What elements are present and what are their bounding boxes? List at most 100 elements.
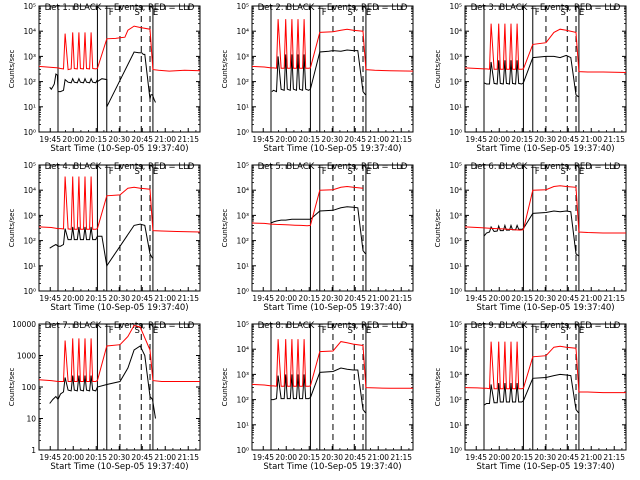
y-tick-label: 100: [22, 383, 37, 392]
x-tick-label: 20:00: [62, 294, 84, 303]
x-tick-label: 21:15: [390, 453, 412, 462]
series-line-lld: [252, 19, 413, 72]
y-axis-label: Counts/sec: [221, 368, 229, 407]
y-tick-label: 10⁰: [23, 287, 36, 296]
x-tick-label: 19:45: [39, 135, 61, 144]
x-tick-label: 20:00: [275, 294, 297, 303]
marker-label: S: [561, 326, 566, 336]
x-tick-label: 20:15: [298, 294, 320, 303]
series-line-lld: [39, 176, 200, 233]
x-tick-label: 20:00: [62, 135, 84, 144]
series-line-lld: [465, 341, 626, 394]
y-axis-label: Counts/sec: [8, 50, 16, 89]
y-tick-label: 10⁰: [236, 446, 249, 455]
x-tick-label: 20:45: [557, 453, 579, 462]
y-tick-label: 10¹: [236, 103, 249, 112]
x-tick-label: 20:00: [488, 294, 510, 303]
detector-panel-7: Det 7: BLACK = Events, RED = LLD11010010…: [8, 320, 201, 472]
y-tick-label: 10⁵: [449, 2, 462, 11]
y-tick-label: 10¹: [236, 421, 249, 430]
series-line-lld: [465, 185, 626, 234]
series-line-lld: [252, 339, 413, 389]
y-tick-label: 10⁰: [449, 446, 462, 455]
series-line-events: [483, 54, 579, 98]
y-tick-label: 10¹: [449, 421, 462, 430]
x-tick-label: 19:45: [252, 453, 274, 462]
marker-label: S: [135, 8, 140, 18]
x-tick-label: 21:15: [603, 135, 625, 144]
x-tick-label: 20:00: [488, 453, 510, 462]
x-tick-label: 20:15: [85, 135, 107, 144]
y-tick-label: 10⁴: [23, 186, 36, 195]
x-tick-label: 20:00: [62, 453, 84, 462]
x-axis-label: Start Time (10-Sep-05 19:37:40): [476, 303, 614, 313]
x-tick-label: 20:00: [275, 453, 297, 462]
detector-panel-8: Det 8: BLACK = Events, RED = LLD10⁰10¹10…: [221, 320, 414, 472]
detector-panel-9: Det 9: BLACK = Events, RED = LLD10⁰10¹10…: [434, 320, 627, 472]
y-tick-label: 10⁵: [449, 161, 462, 170]
x-tick-label: 19:45: [465, 135, 487, 144]
marker-label: F: [535, 8, 540, 18]
marker-label: F: [322, 167, 327, 177]
x-tick-label: 20:45: [131, 453, 153, 462]
y-tick-label: 10³: [23, 52, 36, 61]
y-tick-label: 10³: [236, 370, 249, 379]
y-axis-label: Counts/sec: [434, 50, 442, 89]
marker-label: E: [366, 8, 371, 18]
x-tick-label: 21:00: [580, 294, 602, 303]
x-tick-label: 21:00: [367, 294, 389, 303]
x-tick-label: 21:00: [580, 135, 602, 144]
marker-label: F: [535, 326, 540, 336]
detector-panel-6: Det 6: BLACK = Events, RED = LLD10⁰10¹10…: [434, 161, 627, 313]
x-tick-label: 20:30: [321, 453, 343, 462]
x-tick-label: 20:15: [298, 453, 320, 462]
x-tick-label: 21:00: [154, 135, 176, 144]
x-tick-label: 21:15: [390, 135, 412, 144]
x-tick-label: 20:30: [108, 135, 130, 144]
y-tick-label: 10³: [236, 52, 249, 61]
y-axis-label: Counts/sec: [8, 368, 16, 407]
marker-label: E: [579, 167, 584, 177]
y-tick-label: 10¹: [449, 262, 462, 271]
series-line-lld: [39, 324, 200, 382]
x-axis-label: Start Time (10-Sep-05 19:37:40): [263, 303, 401, 313]
y-tick-label: 10⁴: [449, 186, 462, 195]
marker-label: F: [322, 8, 327, 18]
marker-label: E: [153, 326, 158, 336]
x-axis-label: Start Time (10-Sep-05 19:37:40): [50, 144, 188, 154]
series-line-events: [483, 373, 579, 414]
y-tick-label: 10¹: [449, 103, 462, 112]
x-tick-label: 20:45: [344, 294, 366, 303]
detector-panel-5: Det 5: BLACK = Events, RED = LLD10⁰10¹10…: [221, 161, 414, 313]
y-tick-label: 10³: [449, 211, 462, 220]
y-axis-label: Counts/sec: [221, 50, 229, 89]
x-tick-label: 19:45: [39, 294, 61, 303]
y-tick-label: 10²: [449, 78, 462, 87]
x-tick-label: 20:30: [108, 453, 130, 462]
series-line-lld: [39, 25, 200, 72]
marker-label: S: [135, 167, 140, 177]
detector-panel-4: Det 4: BLACK = Events, RED = LLD10⁰10¹10…: [8, 161, 201, 313]
marker-label: E: [366, 326, 371, 336]
y-tick-label: 10⁵: [23, 161, 36, 170]
series-line-events: [483, 210, 579, 257]
x-axis-label: Start Time (10-Sep-05 19:37:40): [476, 144, 614, 154]
series-line-events: [270, 206, 366, 255]
y-tick-label: 10²: [23, 237, 36, 246]
y-tick-label: 10⁵: [23, 2, 36, 11]
x-tick-label: 20:15: [85, 294, 107, 303]
y-tick-label: 10⁰: [236, 128, 249, 137]
y-tick-label: 10¹: [23, 103, 36, 112]
x-tick-label: 21:15: [603, 294, 625, 303]
y-tick-label: 10: [26, 415, 36, 424]
x-tick-label: 20:15: [85, 453, 107, 462]
x-tick-label: 21:00: [154, 453, 176, 462]
x-tick-label: 21:15: [390, 294, 412, 303]
y-tick-label: 10³: [23, 211, 36, 220]
detector-panel-2: Det 2: BLACK = Events, RED = LLD10⁰10¹10…: [221, 2, 414, 154]
marker-label: S: [348, 8, 353, 18]
x-tick-label: 20:15: [298, 135, 320, 144]
x-tick-label: 21:15: [177, 294, 199, 303]
series-line-events: [49, 51, 156, 108]
